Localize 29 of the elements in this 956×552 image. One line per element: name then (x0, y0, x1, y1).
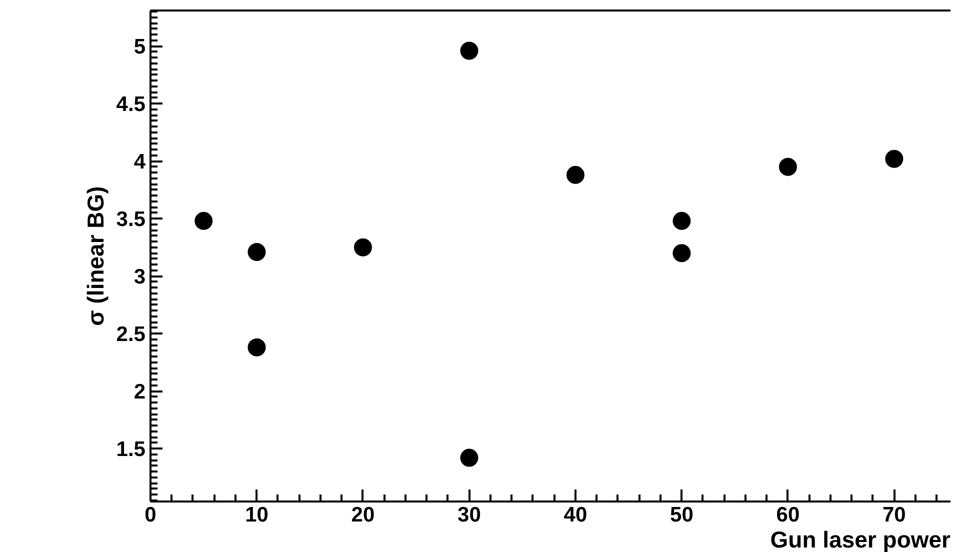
y-tick-label: 5 (134, 36, 146, 59)
y-tick-label: 4 (134, 150, 146, 174)
y-tick-label: 1.5 (116, 438, 146, 462)
point (566, 166, 584, 184)
point (248, 338, 266, 356)
y-tick-label: 4.5 (116, 93, 146, 116)
y-tick-label: 2 (134, 380, 146, 404)
point (248, 242, 266, 261)
y-axis-title: σ (linear BG) (82, 186, 108, 326)
y-tick-label: 3.5 (116, 208, 146, 232)
x-tick-label: 30 (458, 504, 481, 526)
x-tick-label: 50 (670, 504, 694, 526)
point (354, 238, 372, 256)
x-axis-title: Gun laser power (770, 526, 951, 552)
y-tick-label: 3 (134, 266, 146, 289)
x-tick-label: 60 (776, 504, 800, 526)
x-tick-label: 0 (144, 504, 156, 526)
x-tick-label: 20 (351, 504, 375, 526)
point (672, 212, 691, 230)
point (460, 42, 478, 60)
point (460, 448, 478, 467)
x-tick-label: 70 (882, 504, 906, 526)
y-tick-label: 2.5 (116, 323, 146, 346)
point (778, 158, 797, 176)
x-tick-label: 40 (564, 504, 588, 526)
point (885, 150, 904, 168)
x-tick-label: 10 (245, 504, 268, 526)
point (672, 244, 691, 262)
point (194, 212, 213, 230)
